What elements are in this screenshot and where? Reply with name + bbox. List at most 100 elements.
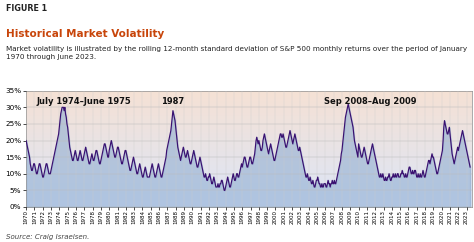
Bar — [26, 179, 472, 180]
Bar — [26, 91, 472, 92]
Bar — [26, 120, 472, 121]
Bar — [26, 111, 472, 112]
Bar — [26, 105, 472, 106]
Bar — [26, 135, 472, 136]
Bar — [26, 203, 472, 204]
Bar — [26, 204, 472, 205]
Bar — [26, 184, 472, 185]
Bar — [26, 143, 472, 144]
Bar — [26, 163, 472, 164]
Bar — [26, 151, 472, 152]
Bar — [26, 199, 472, 200]
Bar — [26, 172, 472, 173]
Text: Source: Craig Israelsen.: Source: Craig Israelsen. — [6, 234, 89, 240]
Text: FIGURE 1: FIGURE 1 — [6, 4, 47, 13]
Bar — [26, 132, 472, 133]
Bar — [26, 197, 472, 198]
Text: Sep 2008–Aug 2009: Sep 2008–Aug 2009 — [324, 97, 416, 106]
Bar — [26, 190, 472, 191]
Bar — [26, 130, 472, 131]
Bar — [26, 152, 472, 153]
Bar — [26, 149, 472, 150]
Bar — [26, 191, 472, 192]
Bar — [26, 185, 472, 186]
Bar — [26, 131, 472, 132]
Bar — [26, 112, 472, 113]
Bar — [26, 165, 472, 166]
Bar — [26, 145, 472, 146]
Bar — [26, 125, 472, 126]
Bar — [26, 194, 472, 195]
Bar — [26, 95, 472, 96]
Bar — [26, 110, 472, 111]
Text: Historical Market Volatility: Historical Market Volatility — [6, 29, 164, 39]
Bar — [26, 159, 472, 160]
Bar — [26, 201, 472, 202]
Bar — [26, 183, 472, 184]
Bar — [26, 118, 472, 119]
Bar — [26, 161, 472, 162]
Bar — [26, 146, 472, 147]
Text: July 1974–June 1975: July 1974–June 1975 — [36, 97, 131, 106]
Bar — [26, 178, 472, 179]
Bar — [26, 140, 472, 141]
Bar — [26, 138, 472, 139]
Bar — [26, 196, 472, 197]
Bar — [26, 142, 472, 143]
Bar — [26, 200, 472, 201]
Bar — [26, 148, 472, 149]
Bar — [26, 156, 472, 157]
Bar — [26, 108, 472, 109]
Bar — [26, 186, 472, 187]
Bar — [26, 126, 472, 127]
Bar — [26, 195, 472, 196]
Bar — [26, 188, 472, 189]
Bar — [26, 153, 472, 154]
Bar — [26, 162, 472, 163]
Bar — [26, 158, 472, 159]
Bar — [26, 193, 472, 194]
Bar — [26, 93, 472, 94]
Bar — [26, 134, 472, 135]
Bar — [26, 107, 472, 108]
Bar — [26, 136, 472, 137]
Bar — [26, 103, 472, 104]
Bar — [26, 99, 472, 100]
Bar — [26, 100, 472, 101]
Bar — [26, 181, 472, 182]
Bar — [26, 205, 472, 206]
Bar — [26, 117, 472, 118]
Bar — [26, 113, 472, 114]
Text: 1987: 1987 — [161, 97, 184, 106]
Bar — [26, 167, 472, 168]
Bar — [26, 206, 472, 207]
Bar — [26, 177, 472, 178]
Bar — [26, 173, 472, 174]
Bar — [26, 128, 472, 129]
Bar — [26, 139, 472, 140]
Bar — [26, 127, 472, 128]
Bar — [26, 109, 472, 110]
Bar — [26, 121, 472, 122]
Bar — [26, 176, 472, 177]
Bar — [26, 154, 472, 155]
Bar — [26, 115, 472, 116]
Bar — [26, 122, 472, 123]
Bar — [26, 114, 472, 115]
Bar — [26, 102, 472, 103]
Bar — [26, 129, 472, 130]
Bar — [26, 169, 472, 170]
Bar — [26, 160, 472, 161]
Bar — [26, 97, 472, 98]
Bar — [26, 182, 472, 183]
Bar — [26, 198, 472, 199]
Text: Market volatility is illustrated by the rolling 12-month standard deviation of S: Market volatility is illustrated by the … — [6, 46, 467, 60]
Bar — [26, 192, 472, 193]
Bar — [26, 155, 472, 156]
Bar — [26, 133, 472, 134]
Bar — [26, 124, 472, 125]
Bar — [26, 104, 472, 105]
Bar — [26, 92, 472, 93]
Bar — [26, 164, 472, 165]
Bar — [26, 119, 472, 120]
